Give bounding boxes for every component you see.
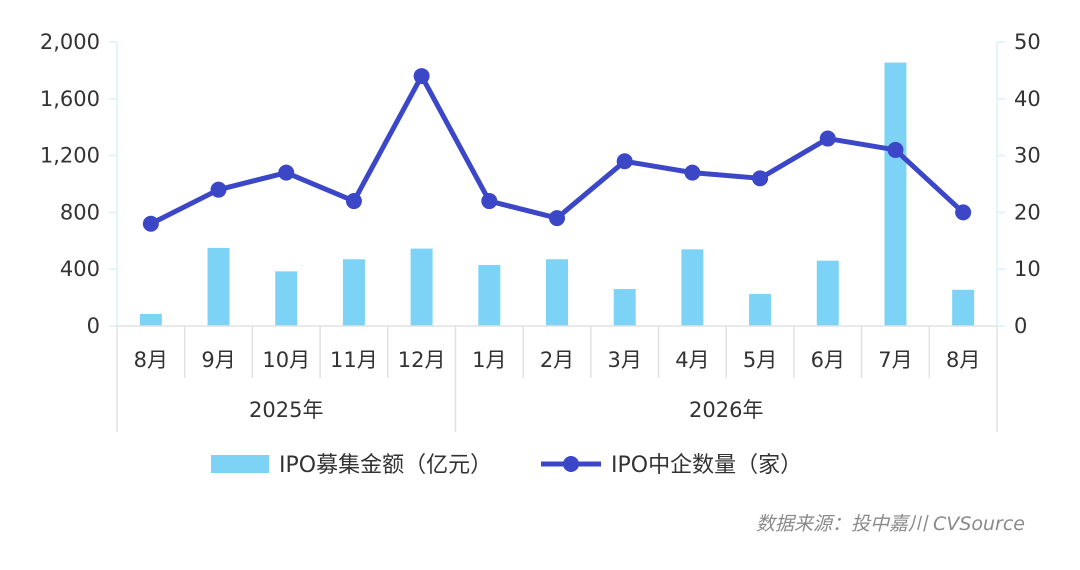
line-series [142,68,972,232]
right-tick-label: 10 [1014,257,1041,281]
legend-line-label: IPO中企数量（家） [611,453,802,478]
group-label: 2025年 [249,398,323,422]
line-point [616,153,633,170]
left-tick-label: 400 [60,257,100,281]
line-point [345,193,362,210]
bar [342,259,365,326]
right-tick-label: 0 [1014,314,1027,338]
line-point [752,170,769,187]
line-point [955,204,972,221]
data-source-note: 数据来源：投中嘉川 CVSource [756,513,1025,535]
line-point [819,130,836,147]
bar [275,271,298,326]
bar-series [139,62,975,327]
bar [952,289,975,326]
left-tick-label: 0 [87,314,100,338]
category-label: 1月 [472,348,506,372]
category-label: 4月 [675,348,709,372]
bar [816,260,839,326]
line-point [278,164,295,181]
right-tick-label: 50 [1014,30,1041,54]
legend: IPO募集金额（亿元） IPO中企数量（家） [211,453,802,478]
line-point [549,210,565,227]
line-point [142,215,159,232]
right-tick-label: 30 [1014,144,1041,168]
legend-line-marker [563,456,579,472]
axes: 0 400 800 1,200 1,600 2,000 0 10 20 30 40 50 [40,30,1041,338]
left-tick-label: 800 [60,200,100,224]
bar [478,264,501,326]
bar [884,62,907,327]
line-point [481,193,498,210]
legend-bar-label: IPO募集金额（亿元） [279,453,492,478]
category-label: 7月 [878,348,912,372]
category-label: 10月 [262,348,310,372]
line-point [684,164,701,181]
category-axis: 8月 9月 10月 11月 12月 1月 2月 3月 4月 5月 6月 7月 8月 2025年 2026年 [116,325,998,432]
category-label: 2月 [540,348,574,372]
category-label: 5月 [743,348,777,372]
left-tick-label: 1,600 [40,87,100,111]
category-label: 9月 [201,348,235,372]
category-label: 6月 [811,348,845,372]
left-tick-label: 2,000 [40,30,100,54]
bar [681,249,704,326]
right-tick-label: 20 [1014,200,1041,224]
bar [546,259,568,326]
group-label: 2026年 [689,398,763,422]
bar [139,313,162,326]
bar [613,289,636,326]
bar [749,294,772,326]
category-label: 11月 [330,348,378,372]
category-label: 12月 [398,348,446,372]
bar [207,247,230,326]
category-label: 8月 [134,348,168,372]
category-label: 3月 [608,348,642,372]
series-line [148,73,966,227]
line-point [210,181,227,198]
category-label: 8月 [946,348,980,372]
right-tick-label: 40 [1014,87,1041,111]
left-tick-label: 1,200 [40,144,100,168]
line-point [413,68,430,85]
bar [410,248,433,326]
line-point [887,141,904,158]
legend-bar-swatch [211,455,269,473]
